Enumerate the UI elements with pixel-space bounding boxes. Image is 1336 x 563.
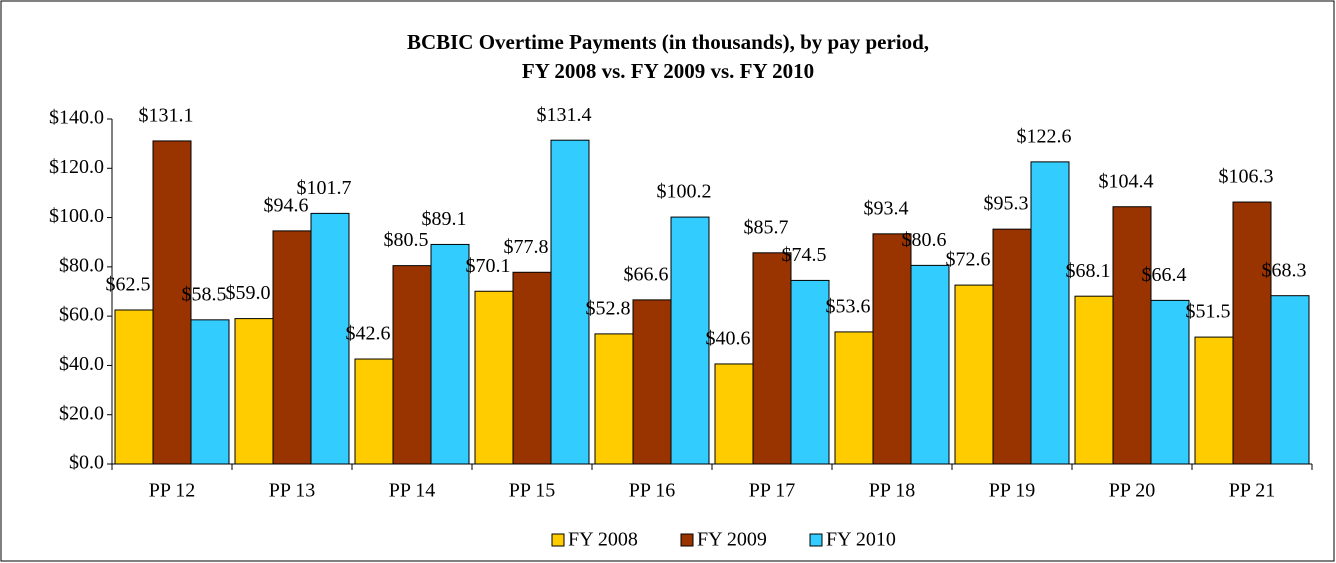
data-label: $51.5 — [1186, 301, 1231, 323]
x-tick-label: PP 18 — [869, 480, 916, 502]
data-label: $104.4 — [1099, 170, 1154, 192]
bar — [632, 299, 672, 465]
data-label: $68.3 — [1262, 259, 1307, 281]
bar — [790, 279, 830, 465]
legend-swatch — [680, 533, 694, 547]
bar — [474, 290, 514, 465]
chart-title: BCBIC Overtime Payments (in thousands), … — [407, 30, 929, 54]
x-tick-label: PP 14 — [389, 480, 436, 502]
y-tick-label: $120.0 — [49, 156, 104, 178]
bar — [310, 212, 350, 465]
y-tick-label: $140.0 — [49, 107, 104, 129]
bar — [1074, 295, 1114, 465]
x-tick-label: PP 15 — [509, 480, 556, 502]
data-label: $68.1 — [1066, 260, 1111, 282]
x-tick-label: PP 19 — [989, 480, 1036, 502]
data-label: $59.0 — [226, 282, 271, 304]
data-label: $80.6 — [902, 229, 947, 251]
legend-swatch — [551, 533, 565, 547]
data-label: $42.6 — [346, 323, 391, 345]
x-tick-label: PP 21 — [1229, 480, 1276, 502]
x-tick-label: PP 13 — [269, 480, 316, 502]
bar — [392, 265, 432, 465]
data-label: $100.2 — [657, 181, 712, 203]
bar — [1232, 201, 1272, 465]
bar — [152, 140, 192, 465]
data-label: $94.6 — [264, 194, 309, 216]
data-label: $101.7 — [297, 177, 352, 199]
y-tick-label: $20.0 — [59, 402, 104, 424]
data-label: $131.4 — [537, 104, 592, 126]
data-label: $85.7 — [744, 216, 789, 238]
bar — [512, 271, 552, 465]
chart-title: FY 2008 vs. FY 2009 vs. FY 2010 — [522, 59, 814, 83]
data-label: $122.6 — [1017, 125, 1072, 147]
data-label: $62.5 — [106, 274, 151, 296]
data-label: $58.5 — [182, 283, 227, 305]
bar — [872, 233, 912, 465]
bar — [430, 243, 470, 465]
x-tick-label: PP 17 — [749, 480, 796, 502]
bar — [714, 363, 754, 465]
bar — [1030, 161, 1070, 465]
y-tick-label: $0.0 — [69, 452, 104, 474]
y-tick-label: $40.0 — [59, 353, 104, 375]
data-label: $70.1 — [466, 255, 511, 277]
data-label: $93.4 — [864, 197, 909, 219]
y-tick-label: $100.0 — [49, 205, 104, 227]
data-label: $52.8 — [586, 297, 631, 319]
bar — [234, 318, 274, 465]
y-tick-label: $80.0 — [59, 254, 104, 276]
data-label: $40.6 — [706, 328, 751, 350]
bar — [910, 264, 950, 465]
data-label: $66.6 — [624, 263, 669, 285]
data-label: $106.3 — [1219, 166, 1274, 188]
bar — [954, 284, 994, 465]
data-label: $74.5 — [782, 244, 827, 266]
bar — [594, 333, 634, 465]
data-label: $72.6 — [946, 249, 991, 271]
bar — [1150, 299, 1190, 465]
data-label: $66.4 — [1142, 264, 1187, 286]
bar — [354, 358, 394, 465]
bar — [834, 331, 874, 465]
legend-label: FY 2009 — [697, 529, 767, 551]
data-label: $53.6 — [826, 296, 871, 318]
bar — [272, 230, 312, 465]
bar — [752, 252, 792, 465]
y-tick-label: $60.0 — [59, 304, 104, 326]
bar — [190, 319, 230, 465]
data-label: $95.3 — [984, 193, 1029, 215]
bar — [1270, 295, 1310, 465]
x-tick-label: PP 16 — [629, 480, 676, 502]
data-label: $89.1 — [422, 208, 467, 230]
bar — [670, 216, 710, 465]
x-tick-label: PP 20 — [1109, 480, 1156, 502]
bar — [992, 228, 1032, 465]
legend-label: FY 2010 — [826, 529, 896, 551]
bar — [1112, 206, 1152, 465]
data-label: $131.1 — [139, 105, 194, 127]
data-label: $77.8 — [504, 236, 549, 258]
legend-label: FY 2008 — [568, 529, 638, 551]
data-label: $80.5 — [384, 229, 429, 251]
bar — [1194, 336, 1234, 465]
legend-swatch — [809, 533, 823, 547]
bar — [550, 139, 590, 465]
bar — [114, 309, 154, 465]
x-tick-label: PP 12 — [149, 480, 196, 502]
